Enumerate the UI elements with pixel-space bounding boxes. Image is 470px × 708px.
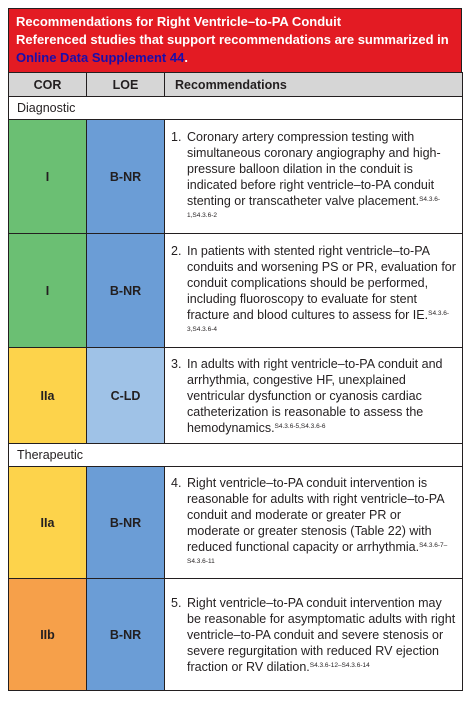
- recommendation-text: In patients with stented right ventricle…: [187, 244, 456, 322]
- section-label-therapeutic: Therapeutic: [8, 443, 463, 467]
- recommendation-cell: 4. Right ventricle–to-PA conduit interven…: [164, 466, 463, 579]
- reference-citation: S4.3.6-7–S4.3.6-11: [187, 542, 448, 565]
- section-row-therapeutic: Therapeutic: [8, 443, 463, 467]
- cor-cell: IIa: [8, 466, 87, 579]
- recommendation-text: Right ventricle–to-PA conduit interventi…: [187, 596, 456, 674]
- data-supplement-link[interactable]: Online Data Supplement 44: [16, 50, 185, 65]
- reference-citation: S4.3.6-5,S4.3.6-6: [274, 423, 326, 430]
- cor-cell: I: [8, 233, 87, 348]
- column-header-row: COR LOE Recommendations: [8, 72, 463, 97]
- table-row: IIa C-LD 3. In adults with right ventricl…: [8, 347, 463, 444]
- recommendation-cell: 1. Coronary artery compression testing wi…: [164, 119, 463, 234]
- cor-cell: IIb: [8, 578, 87, 691]
- column-header-loe: LOE: [86, 72, 165, 97]
- recommendation-table-container: Recommendations for Right Ventricle–to-P…: [8, 8, 463, 691]
- recommendation-number: 2.: [171, 244, 182, 258]
- table-row: IIa B-NR 4. Right ventricle–to-PA conduit…: [8, 466, 463, 579]
- loe-cell: B-NR: [86, 466, 165, 579]
- recommendation-number: 5.: [171, 596, 182, 610]
- recommendation-text: Coronary artery compression testing with…: [187, 130, 441, 208]
- table-subtitle: Referenced studies that support recommen…: [16, 31, 454, 67]
- subtitle-text: Referenced studies that support recommen…: [16, 32, 449, 47]
- loe-cell: B-NR: [86, 119, 165, 234]
- table-header: Recommendations for Right Ventricle–to-P…: [8, 8, 462, 72]
- table-row: I B-NR 2. In patients with stented right …: [8, 233, 463, 348]
- column-header-cor: COR: [8, 72, 87, 97]
- table-row: I B-NR 1. Coronary artery compression tes…: [8, 119, 463, 234]
- table-row: IIb B-NR 5. Right ventricle–to-PA conduit…: [8, 578, 463, 691]
- recommendation-text: Right ventricle–to-PA conduit interventi…: [187, 476, 444, 554]
- recommendation-number: 1.: [171, 130, 182, 144]
- loe-cell: B-NR: [86, 233, 165, 348]
- loe-cell: B-NR: [86, 578, 165, 691]
- column-header-recommendations: Recommendations: [164, 72, 463, 97]
- recommendation-number: 4.: [171, 476, 182, 490]
- section-row-diagnostic: Diagnostic: [8, 96, 463, 120]
- table-title: Recommendations for Right Ventricle–to-P…: [16, 14, 342, 29]
- reference-citation: S4.3.6-12–S4.3.6-14: [309, 662, 370, 669]
- recommendation-cell: 5. Right ventricle–to-PA conduit interven…: [164, 578, 463, 691]
- recommendation-text: In adults with right ventricle–to-PA con…: [187, 357, 443, 435]
- subtitle-period: .: [184, 50, 188, 65]
- reference-citation: S4.3.6-3,S4.3.6-4: [187, 310, 450, 333]
- recommendation-number: 3.: [171, 357, 182, 371]
- cor-cell: IIa: [8, 347, 87, 444]
- recommendation-cell: 3. In adults with right ventricle–to-PA c…: [164, 347, 463, 444]
- recommendations-table: COR LOE Recommendations Diagnostic I B-N…: [8, 72, 463, 691]
- reference-citation: S4.3.6-1,S4.3.6-2: [187, 196, 441, 219]
- cor-cell: I: [8, 119, 87, 234]
- loe-cell: C-LD: [86, 347, 165, 444]
- section-label-diagnostic: Diagnostic: [8, 96, 463, 120]
- recommendation-cell: 2. In patients with stented right ventric…: [164, 233, 463, 348]
